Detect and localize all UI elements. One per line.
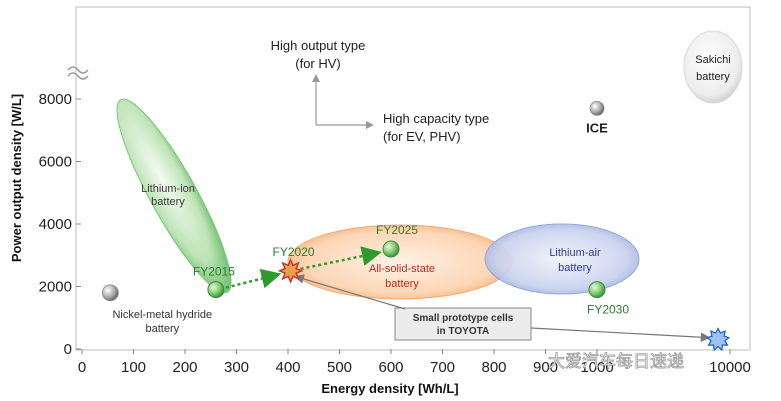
point-nickel-metal-hydride-battery-label-2: battery — [146, 323, 180, 335]
x-axis-ticks: 0 100 200 300 400 500 600 700 800 900 1000 10000 — [78, 349, 751, 376]
region-label-lithium-air-battery-1: Lithium-air — [549, 247, 601, 259]
callout-box — [394, 307, 532, 341]
point-nickel-metal-hydride-battery — [101, 284, 119, 302]
y-tick-label-6000: 6000 — [39, 154, 72, 171]
x-tick-label-800: 800 — [481, 359, 506, 376]
axis-break-icon — [67, 66, 89, 80]
y-tick-label-2000: 2000 — [39, 279, 72, 296]
point-fy2030-label: FY2030 — [587, 303, 629, 317]
key-right-line-2: (for EV, PHV) — [383, 129, 461, 144]
point-fy2030 — [588, 281, 606, 299]
point-fy2020 — [277, 257, 304, 284]
x-tick-label-0: 0 — [78, 359, 86, 376]
region-sakichi-battery — [683, 30, 743, 104]
x-tick-label-700: 700 — [430, 359, 455, 376]
point-small-prototype-cells — [705, 327, 731, 352]
roadmap-arrows-layer — [225, 246, 382, 289]
point-fy2015 — [207, 281, 225, 299]
y-axis-title: Power output density [W/L] — [9, 94, 24, 262]
y-axis-ticks: 0 2000 4000 6000 8000 — [39, 91, 81, 358]
regions-layer: Lithium-ionbatteryAll-solid-statebattery… — [116, 30, 743, 300]
watermark-text: 大爱汽车每日速递 — [548, 352, 684, 371]
x-tick-label-300: 300 — [224, 359, 249, 376]
key-up-arrowhead — [312, 74, 320, 82]
prototype-callout: Small prototype cells in TOYOTA — [294, 274, 711, 343]
arrow-fy2015-to-fy2020 — [225, 268, 282, 289]
region-label-sakichi-battery-2: battery — [696, 71, 730, 83]
y-tick-label-0: 0 — [64, 341, 72, 358]
orientation-key: High output type (for HV) High capacity … — [271, 38, 490, 144]
region-label-lithium-air-battery-2: battery — [558, 262, 592, 274]
y-tick-label-4000: 4000 — [39, 216, 72, 233]
point-ice — [589, 100, 605, 116]
region-label-lithium-ion-battery-2: battery — [151, 196, 185, 208]
x-axis-title: Energy density [Wh/L] — [321, 381, 458, 396]
arrow-fy2020-to-fy2025 — [300, 246, 382, 271]
key-axis-lines — [315, 76, 372, 126]
region-label-sakichi-battery-1: Sakichi — [695, 54, 730, 66]
x-tick-label-600: 600 — [378, 359, 403, 376]
point-fy2015-label: FY2015 — [193, 265, 235, 279]
x-tick-label-900: 900 — [533, 359, 558, 376]
x-tick-label-1000: 1000 — [580, 359, 613, 376]
key-right-line-1: High capacity type — [383, 111, 489, 126]
region-label-lithium-ion-battery-1: Lithium-ion — [141, 183, 195, 195]
callout-pointer-fy2020 — [294, 274, 406, 310]
callout-pointer-prototype — [530, 327, 711, 343]
point-fy2020-label: FY2020 — [273, 245, 315, 259]
x-tick-label-100: 100 — [121, 359, 146, 376]
region-label-all-solid-state-battery-1: All-solid-state — [369, 263, 435, 275]
x-tick-label-10000: 10000 — [709, 359, 751, 376]
y-tick-label-8000: 8000 — [39, 91, 72, 108]
key-up-line-2: (for HV) — [295, 56, 341, 71]
point-fy2025-label: FY2025 — [376, 223, 418, 237]
callout-label-2: in TOYOTA — [437, 326, 489, 337]
x-tick-label-400: 400 — [275, 359, 300, 376]
point-ice-label: ICE — [586, 120, 608, 135]
x-tick-label-500: 500 — [327, 359, 352, 376]
key-right-arrowhead — [366, 121, 374, 129]
callout-label-1: Small prototype cells — [413, 313, 514, 324]
x-tick-label-200: 200 — [172, 359, 197, 376]
key-up-line-1: High output type — [271, 38, 366, 53]
region-lithium-ion-battery — [116, 98, 232, 294]
region-label-all-solid-state-battery-2: battery — [385, 278, 419, 290]
point-nickel-metal-hydride-battery-label-1: Nickel-metal hydride — [112, 309, 212, 321]
points-layer: Nickel-metal hydride battery FY2015 FY2020 F… — [101, 100, 731, 352]
region-lithium-air-battery — [484, 223, 640, 295]
point-fy2025 — [382, 240, 400, 258]
